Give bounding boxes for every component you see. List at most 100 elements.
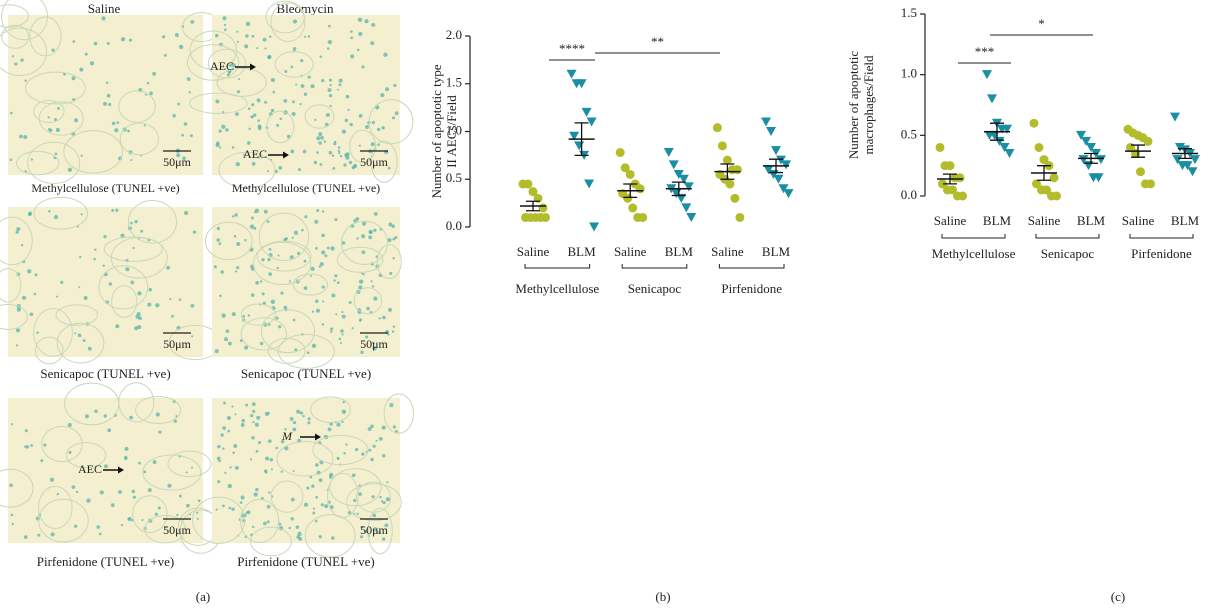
group-label: Pirfenidone <box>721 281 782 296</box>
cell <box>236 90 241 94</box>
alveolus-wall <box>304 514 356 558</box>
cell <box>114 128 119 133</box>
cell <box>345 94 350 99</box>
cell <box>310 84 315 89</box>
cell <box>371 285 375 288</box>
cell <box>387 333 390 336</box>
significance-label: ** <box>651 34 664 49</box>
cell <box>364 19 369 24</box>
cell <box>251 436 255 440</box>
cell <box>178 494 182 498</box>
cell <box>341 241 346 245</box>
cell <box>336 422 341 427</box>
x-tick-label: Saline <box>711 244 744 259</box>
data-point <box>635 184 645 194</box>
cell <box>266 220 270 223</box>
cell <box>37 533 41 537</box>
cell <box>222 16 227 21</box>
cell <box>250 458 253 461</box>
x-tick-label: Saline <box>614 244 647 259</box>
cell <box>371 341 375 345</box>
cell <box>334 218 338 222</box>
cell <box>394 236 398 240</box>
cell <box>176 513 179 517</box>
cell <box>227 341 232 346</box>
alveolus-wall <box>240 317 287 351</box>
data-point <box>1049 173 1059 183</box>
cell <box>108 282 113 286</box>
cell <box>329 104 332 108</box>
alveolus-wall <box>98 265 149 310</box>
cell <box>393 83 397 88</box>
cell <box>315 246 318 250</box>
cell <box>217 480 221 484</box>
cell <box>223 401 226 405</box>
cell <box>103 101 107 106</box>
cell <box>277 254 280 257</box>
data-point <box>763 165 774 175</box>
data-point <box>1002 124 1012 134</box>
cell <box>183 122 188 126</box>
cell <box>265 456 270 461</box>
cell <box>329 475 333 479</box>
cell <box>311 310 315 313</box>
cell <box>362 273 365 276</box>
cell <box>127 518 130 521</box>
cell <box>365 125 369 129</box>
data-point <box>566 69 577 79</box>
error-bar <box>623 183 638 199</box>
cell <box>244 345 249 350</box>
cell <box>107 428 112 433</box>
cell <box>75 490 79 494</box>
scale-label: 50μm <box>360 523 388 537</box>
cell <box>11 423 14 426</box>
cell <box>106 42 110 45</box>
cell <box>132 246 135 250</box>
cell <box>315 308 320 313</box>
alveolus-wall <box>367 507 393 555</box>
panel-label: (c) <box>1111 589 1125 604</box>
cell <box>376 127 381 132</box>
alveolus-wall <box>192 496 246 544</box>
cell <box>311 484 315 488</box>
cell <box>280 291 284 295</box>
cell <box>78 286 81 289</box>
cell <box>259 280 263 283</box>
cell <box>264 470 268 474</box>
cell <box>245 34 249 38</box>
data-point <box>1093 173 1104 183</box>
cell <box>324 504 329 509</box>
cell <box>347 108 350 112</box>
data-point <box>668 160 679 170</box>
cell <box>382 454 386 458</box>
cell <box>77 333 82 338</box>
cell <box>261 258 265 262</box>
cell <box>290 149 295 154</box>
significance-label: **** <box>559 41 585 56</box>
cell <box>215 508 218 511</box>
cell <box>350 54 355 59</box>
cell <box>225 128 229 132</box>
cell <box>175 415 178 418</box>
cell <box>190 304 195 308</box>
x-tick-label: BLM <box>665 244 694 259</box>
cell <box>312 511 316 515</box>
data-point <box>766 127 776 136</box>
cell <box>178 44 184 50</box>
cell <box>290 517 294 521</box>
cell <box>285 237 288 240</box>
cell <box>251 162 256 166</box>
cell <box>373 527 378 532</box>
cell <box>350 30 353 33</box>
alveolus-wall <box>41 425 83 463</box>
alveolus-wall <box>304 104 335 129</box>
cell <box>381 425 386 430</box>
cell <box>33 292 37 296</box>
group-label: Methylcellulose <box>932 246 1016 261</box>
cell <box>319 55 323 58</box>
cell <box>326 246 330 250</box>
cell <box>355 447 359 452</box>
data-point <box>1078 155 1089 165</box>
cell <box>234 413 237 416</box>
cell <box>152 460 157 465</box>
